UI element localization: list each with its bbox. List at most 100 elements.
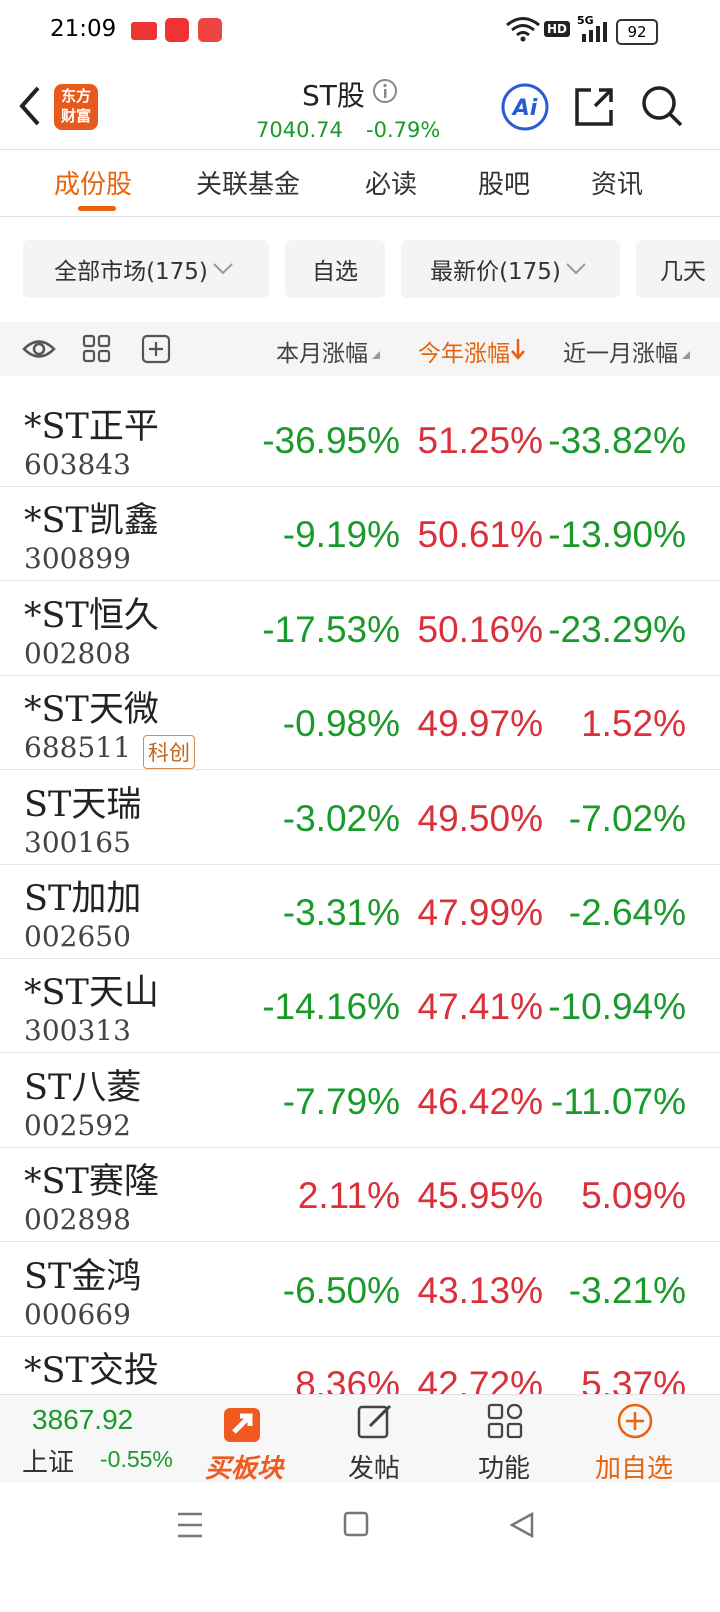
- filter-label: 自选: [312, 259, 358, 285]
- change-recent: -7.02%: [568, 797, 686, 839]
- column-label: 近一月涨幅: [563, 341, 678, 367]
- app-icon: [198, 18, 222, 42]
- bottom-button[interactable]: 功能: [477, 1454, 530, 1484]
- ai-button[interactable]: Ai: [500, 82, 550, 132]
- stock-code: 300313: [24, 1014, 131, 1048]
- change-recent: 5.09%: [581, 1175, 686, 1217]
- stock-name: ST八菱: [24, 1067, 142, 1108]
- filter-chip[interactable]: 自选: [285, 240, 385, 298]
- change-recent: 1.52%: [581, 703, 686, 745]
- back-key[interactable]: [509, 1511, 534, 1539]
- stock-row[interactable]: *ST交投 8.36% 42.72% 5.37%: [0, 1336, 720, 1394]
- change-month: -7.79%: [282, 1080, 400, 1122]
- stock-list: *ST正平 603843 -36.95% 51.25% -33.82% *ST凯鑫 3008…: [0, 376, 720, 1394]
- column-title[interactable]: 近一月涨幅: [563, 334, 694, 368]
- change-recent: -3.21%: [568, 1269, 686, 1311]
- tab[interactable]: 股吧: [478, 170, 531, 200]
- stock-code: 002808: [24, 636, 131, 670]
- bottom-button[interactable]: 加自选: [594, 1454, 673, 1484]
- change-year: 47.99%: [417, 892, 544, 933]
- filter-label: 全部市场(175): [54, 259, 208, 285]
- app-icon: [131, 22, 157, 40]
- signal-icon: [582, 22, 607, 42]
- change-month: 2.11%: [297, 1175, 400, 1217]
- change-month: -14.16%: [262, 986, 400, 1028]
- change-month: -0.98%: [282, 703, 400, 745]
- bottom-index-name: 上证: [22, 1448, 75, 1478]
- bottom-button[interactable]: 发帖: [347, 1454, 400, 1484]
- stock-row[interactable]: *ST赛隆 002898 2.11% 45.95% 5.09%: [0, 1147, 720, 1243]
- change-recent: -11.07%: [550, 1080, 686, 1122]
- info-icon[interactable]: [372, 78, 398, 104]
- logo-text: 东方: [60, 87, 91, 105]
- change-year: 47.41%: [417, 986, 544, 1028]
- column-title[interactable]: 今年涨幅: [418, 334, 526, 368]
- filter-chip[interactable]: 几天: [636, 240, 720, 298]
- stock-name: *ST天山: [24, 973, 159, 1014]
- sort-indicator: [511, 339, 525, 360]
- bottom-button[interactable]: 买板块: [204, 1454, 283, 1484]
- column-title[interactable]: 本月涨幅: [276, 334, 384, 368]
- divider: [0, 149, 720, 150]
- change-recent: -33.82%: [548, 420, 686, 461]
- grid-icon[interactable]: [82, 334, 112, 364]
- share-button[interactable]: [573, 86, 615, 128]
- stock-row[interactable]: *ST天微 688511 科创 -0.98% 49.97% 1.52%: [0, 675, 720, 771]
- back-button[interactable]: [14, 84, 44, 128]
- change-month: -36.95%: [262, 420, 400, 461]
- home-key[interactable]: [343, 1511, 369, 1537]
- logo-text: 财富: [60, 107, 91, 125]
- filter-chip[interactable]: 全部市场(175): [23, 240, 269, 298]
- stock-name: *ST赛隆: [24, 1162, 159, 1203]
- change-recent: -10.94%: [548, 986, 686, 1028]
- stock-code: 002592: [24, 1108, 131, 1142]
- filter-chip[interactable]: 最新价(175): [401, 240, 620, 298]
- change-year: 50.61%: [417, 514, 544, 556]
- change-year: 42.72%: [417, 1364, 544, 1394]
- nav-bar: [178, 1511, 534, 1539]
- change-year: 49.50%: [417, 797, 544, 839]
- index-change: -0.79%: [366, 118, 441, 142]
- app-logo: 东方 财富: [54, 84, 98, 130]
- stock-code: 002898: [24, 1203, 131, 1237]
- change-month: -17.53%: [262, 608, 400, 650]
- change-year: 51.25%: [417, 420, 544, 461]
- dropdown-arrow: [213, 263, 233, 275]
- menu-key[interactable]: [178, 1512, 202, 1538]
- tab[interactable]: 资讯: [591, 170, 644, 200]
- change-year: 46.42%: [417, 1080, 544, 1122]
- change-recent: 5.37%: [581, 1364, 686, 1394]
- stock-row[interactable]: *ST恒久 002808 -17.53% 50.16% -23.29%: [0, 581, 720, 676]
- add-icon: [617, 1403, 653, 1439]
- dropdown-arrow: [566, 263, 586, 275]
- stock-row[interactable]: *ST天山 300313 -14.16% 47.41% -10.94%: [0, 958, 720, 1054]
- svg-text:Ai: Ai: [511, 96, 538, 121]
- tab[interactable]: 成份股: [54, 170, 133, 200]
- stock-code: 000669: [24, 1297, 131, 1331]
- tab[interactable]: 必读: [365, 170, 418, 200]
- stock-row[interactable]: *ST正平 603843 -36.95% 51.25% -33.82%: [0, 392, 720, 487]
- tab[interactable]: 关联基金: [196, 170, 301, 200]
- add-column-icon[interactable]: [141, 334, 171, 364]
- stock-row[interactable]: ST加加 002650 -3.31% 47.99% -2.64%: [0, 864, 720, 959]
- stock-row[interactable]: *ST凯鑫 300899 -9.19% 50.61% -13.90%: [0, 486, 720, 582]
- column-label: 本月涨幅: [276, 341, 368, 367]
- stock-name: *ST正平: [24, 407, 159, 447]
- stock-name: *ST恒久: [24, 595, 159, 636]
- network: 5G: [577, 14, 594, 27]
- bottom-index-value[interactable]: 3867.92: [32, 1404, 134, 1435]
- page-title: ST股: [302, 79, 365, 112]
- change-month: 8.36%: [295, 1364, 400, 1394]
- change-year: 49.97%: [417, 703, 544, 745]
- search-button[interactable]: [640, 84, 684, 128]
- stock-row[interactable]: ST金鸿 000669 -6.50% 43.13% -3.21%: [0, 1242, 720, 1337]
- stock-row[interactable]: ST天瑞 300165 -3.02% 49.50% -7.02%: [0, 770, 720, 865]
- eye-icon[interactable]: [22, 336, 56, 362]
- post-icon: [357, 1404, 392, 1439]
- wifi-icon: [506, 17, 540, 42]
- stock-name: *ST凯鑫: [24, 501, 159, 542]
- column-header: 本月涨幅 今年涨幅 近一月涨幅: [0, 322, 720, 376]
- column-label: 今年涨幅: [418, 341, 510, 367]
- stock-row[interactable]: ST八菱 002592 -7.79% 46.42% -11.07%: [0, 1053, 720, 1148]
